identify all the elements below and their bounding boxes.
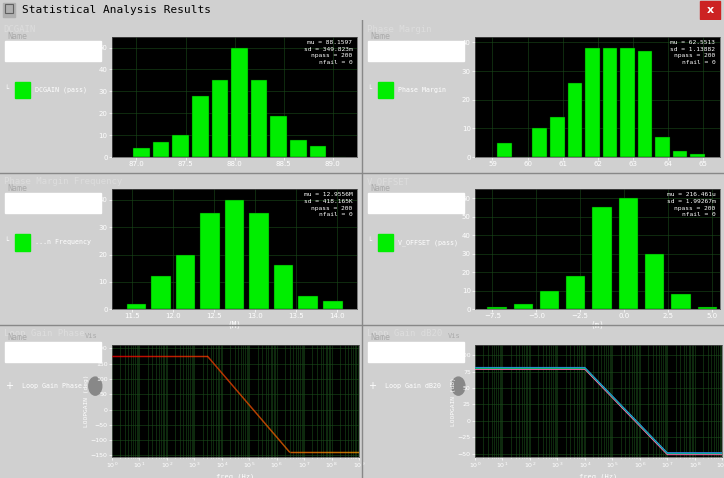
X-axis label: freq (Hz): freq (Hz) bbox=[216, 473, 255, 478]
Bar bbox=[231, 47, 248, 157]
Bar bbox=[619, 198, 638, 309]
Circle shape bbox=[89, 377, 102, 395]
Bar bbox=[249, 213, 269, 309]
Bar bbox=[497, 143, 512, 157]
Bar bbox=[15, 234, 30, 250]
Text: Loop Gain dB20: Loop Gain dB20 bbox=[384, 383, 441, 389]
Text: Loop Gain Phase: Loop Gain Phase bbox=[4, 329, 84, 338]
Bar bbox=[5, 41, 101, 61]
Text: V_OFFSET: V_OFFSET bbox=[366, 177, 410, 185]
Bar bbox=[698, 307, 717, 309]
Text: ...n Frequency: ...n Frequency bbox=[35, 239, 90, 245]
Text: mu = 12.9556M
sd = 418.165K
npass = 200
nfail = 0: mu = 12.9556M sd = 418.165K npass = 200 … bbox=[303, 192, 353, 217]
Bar bbox=[378, 82, 393, 98]
Bar bbox=[673, 152, 687, 157]
Text: Name: Name bbox=[7, 333, 28, 342]
Bar bbox=[290, 140, 307, 157]
Text: Vis: Vis bbox=[447, 333, 460, 339]
Y-axis label: LOOPGAIN (dB): LOOPGAIN (dB) bbox=[451, 377, 456, 425]
Text: DCGAIN: DCGAIN bbox=[4, 24, 36, 33]
Bar bbox=[690, 154, 705, 157]
X-axis label: (M): (M) bbox=[227, 321, 242, 330]
Text: +: + bbox=[369, 381, 376, 391]
Bar bbox=[271, 116, 287, 157]
Bar bbox=[15, 82, 30, 98]
Text: Phase Margin: Phase Margin bbox=[366, 24, 432, 33]
Bar bbox=[550, 117, 565, 157]
Text: Name: Name bbox=[371, 32, 391, 41]
Bar bbox=[5, 4, 13, 13]
Bar bbox=[655, 137, 670, 157]
Text: V_OFFSET (pass): V_OFFSET (pass) bbox=[397, 239, 458, 246]
Y-axis label: LOOPGAIN (deg): LOOPGAIN (deg) bbox=[85, 375, 90, 427]
X-axis label: (m): (m) bbox=[591, 321, 605, 330]
Text: Name: Name bbox=[7, 184, 28, 193]
Bar bbox=[5, 342, 101, 362]
Bar bbox=[638, 51, 652, 157]
Bar bbox=[671, 294, 691, 309]
Text: Name: Name bbox=[371, 333, 391, 342]
Bar bbox=[487, 307, 507, 309]
Text: mu = 62.5513
sd = 1.13882
npass = 200
nfail = 0: mu = 62.5513 sd = 1.13882 npass = 200 nf… bbox=[670, 40, 715, 65]
Text: └: └ bbox=[367, 87, 371, 92]
Bar bbox=[127, 304, 146, 309]
Bar bbox=[251, 80, 267, 157]
Bar bbox=[369, 41, 464, 61]
Bar bbox=[620, 48, 635, 157]
Bar bbox=[5, 193, 101, 213]
Bar bbox=[568, 83, 582, 157]
Bar bbox=[153, 142, 169, 157]
Text: Loop Gain dB20: Loop Gain dB20 bbox=[366, 329, 442, 338]
Bar bbox=[274, 265, 293, 309]
Text: Name: Name bbox=[7, 32, 28, 41]
Bar bbox=[540, 291, 559, 309]
Text: Phase Margin: Phase Margin bbox=[397, 87, 446, 93]
Bar bbox=[211, 80, 228, 157]
Text: DCGAIN (pass): DCGAIN (pass) bbox=[35, 87, 87, 93]
Text: Statistical Analysis Results: Statistical Analysis Results bbox=[22, 5, 211, 15]
X-axis label: freq (Hz): freq (Hz) bbox=[579, 473, 618, 478]
Bar bbox=[3, 3, 15, 17]
Bar bbox=[585, 48, 599, 157]
Bar bbox=[310, 146, 327, 157]
Text: mu = 216.461u
sd = 1.99267m
npass = 200
nfail = 0: mu = 216.461u sd = 1.99267m npass = 200 … bbox=[667, 192, 715, 217]
Bar bbox=[566, 276, 586, 309]
Text: Loop Gain Phase: Loop Gain Phase bbox=[22, 383, 82, 389]
Bar bbox=[133, 148, 150, 157]
Bar bbox=[172, 135, 189, 157]
Bar bbox=[532, 129, 547, 157]
Bar bbox=[602, 48, 618, 157]
Bar bbox=[224, 200, 245, 309]
Bar bbox=[151, 276, 171, 309]
Bar bbox=[176, 254, 195, 309]
Bar bbox=[700, 1, 720, 19]
Text: Vis: Vis bbox=[85, 333, 97, 339]
Circle shape bbox=[452, 377, 465, 395]
Bar bbox=[369, 342, 464, 362]
Bar bbox=[323, 301, 342, 309]
Text: └: └ bbox=[4, 87, 9, 92]
Bar bbox=[192, 96, 209, 157]
Bar bbox=[369, 193, 464, 213]
Bar bbox=[298, 295, 318, 309]
Text: x: x bbox=[707, 5, 714, 15]
Text: Phase Margin Frequency: Phase Margin Frequency bbox=[4, 177, 122, 185]
Bar bbox=[645, 254, 665, 309]
Text: └: └ bbox=[367, 239, 371, 245]
Bar bbox=[513, 304, 533, 309]
Text: Name: Name bbox=[371, 184, 391, 193]
Text: mu = 88.1597
sd = 349.823m
npass = 200
nfail = 0: mu = 88.1597 sd = 349.823m npass = 200 n… bbox=[303, 40, 353, 65]
Bar bbox=[592, 207, 612, 309]
Bar bbox=[378, 234, 393, 250]
Bar bbox=[201, 213, 220, 309]
Text: └: └ bbox=[4, 239, 9, 245]
Text: +: + bbox=[5, 381, 14, 391]
